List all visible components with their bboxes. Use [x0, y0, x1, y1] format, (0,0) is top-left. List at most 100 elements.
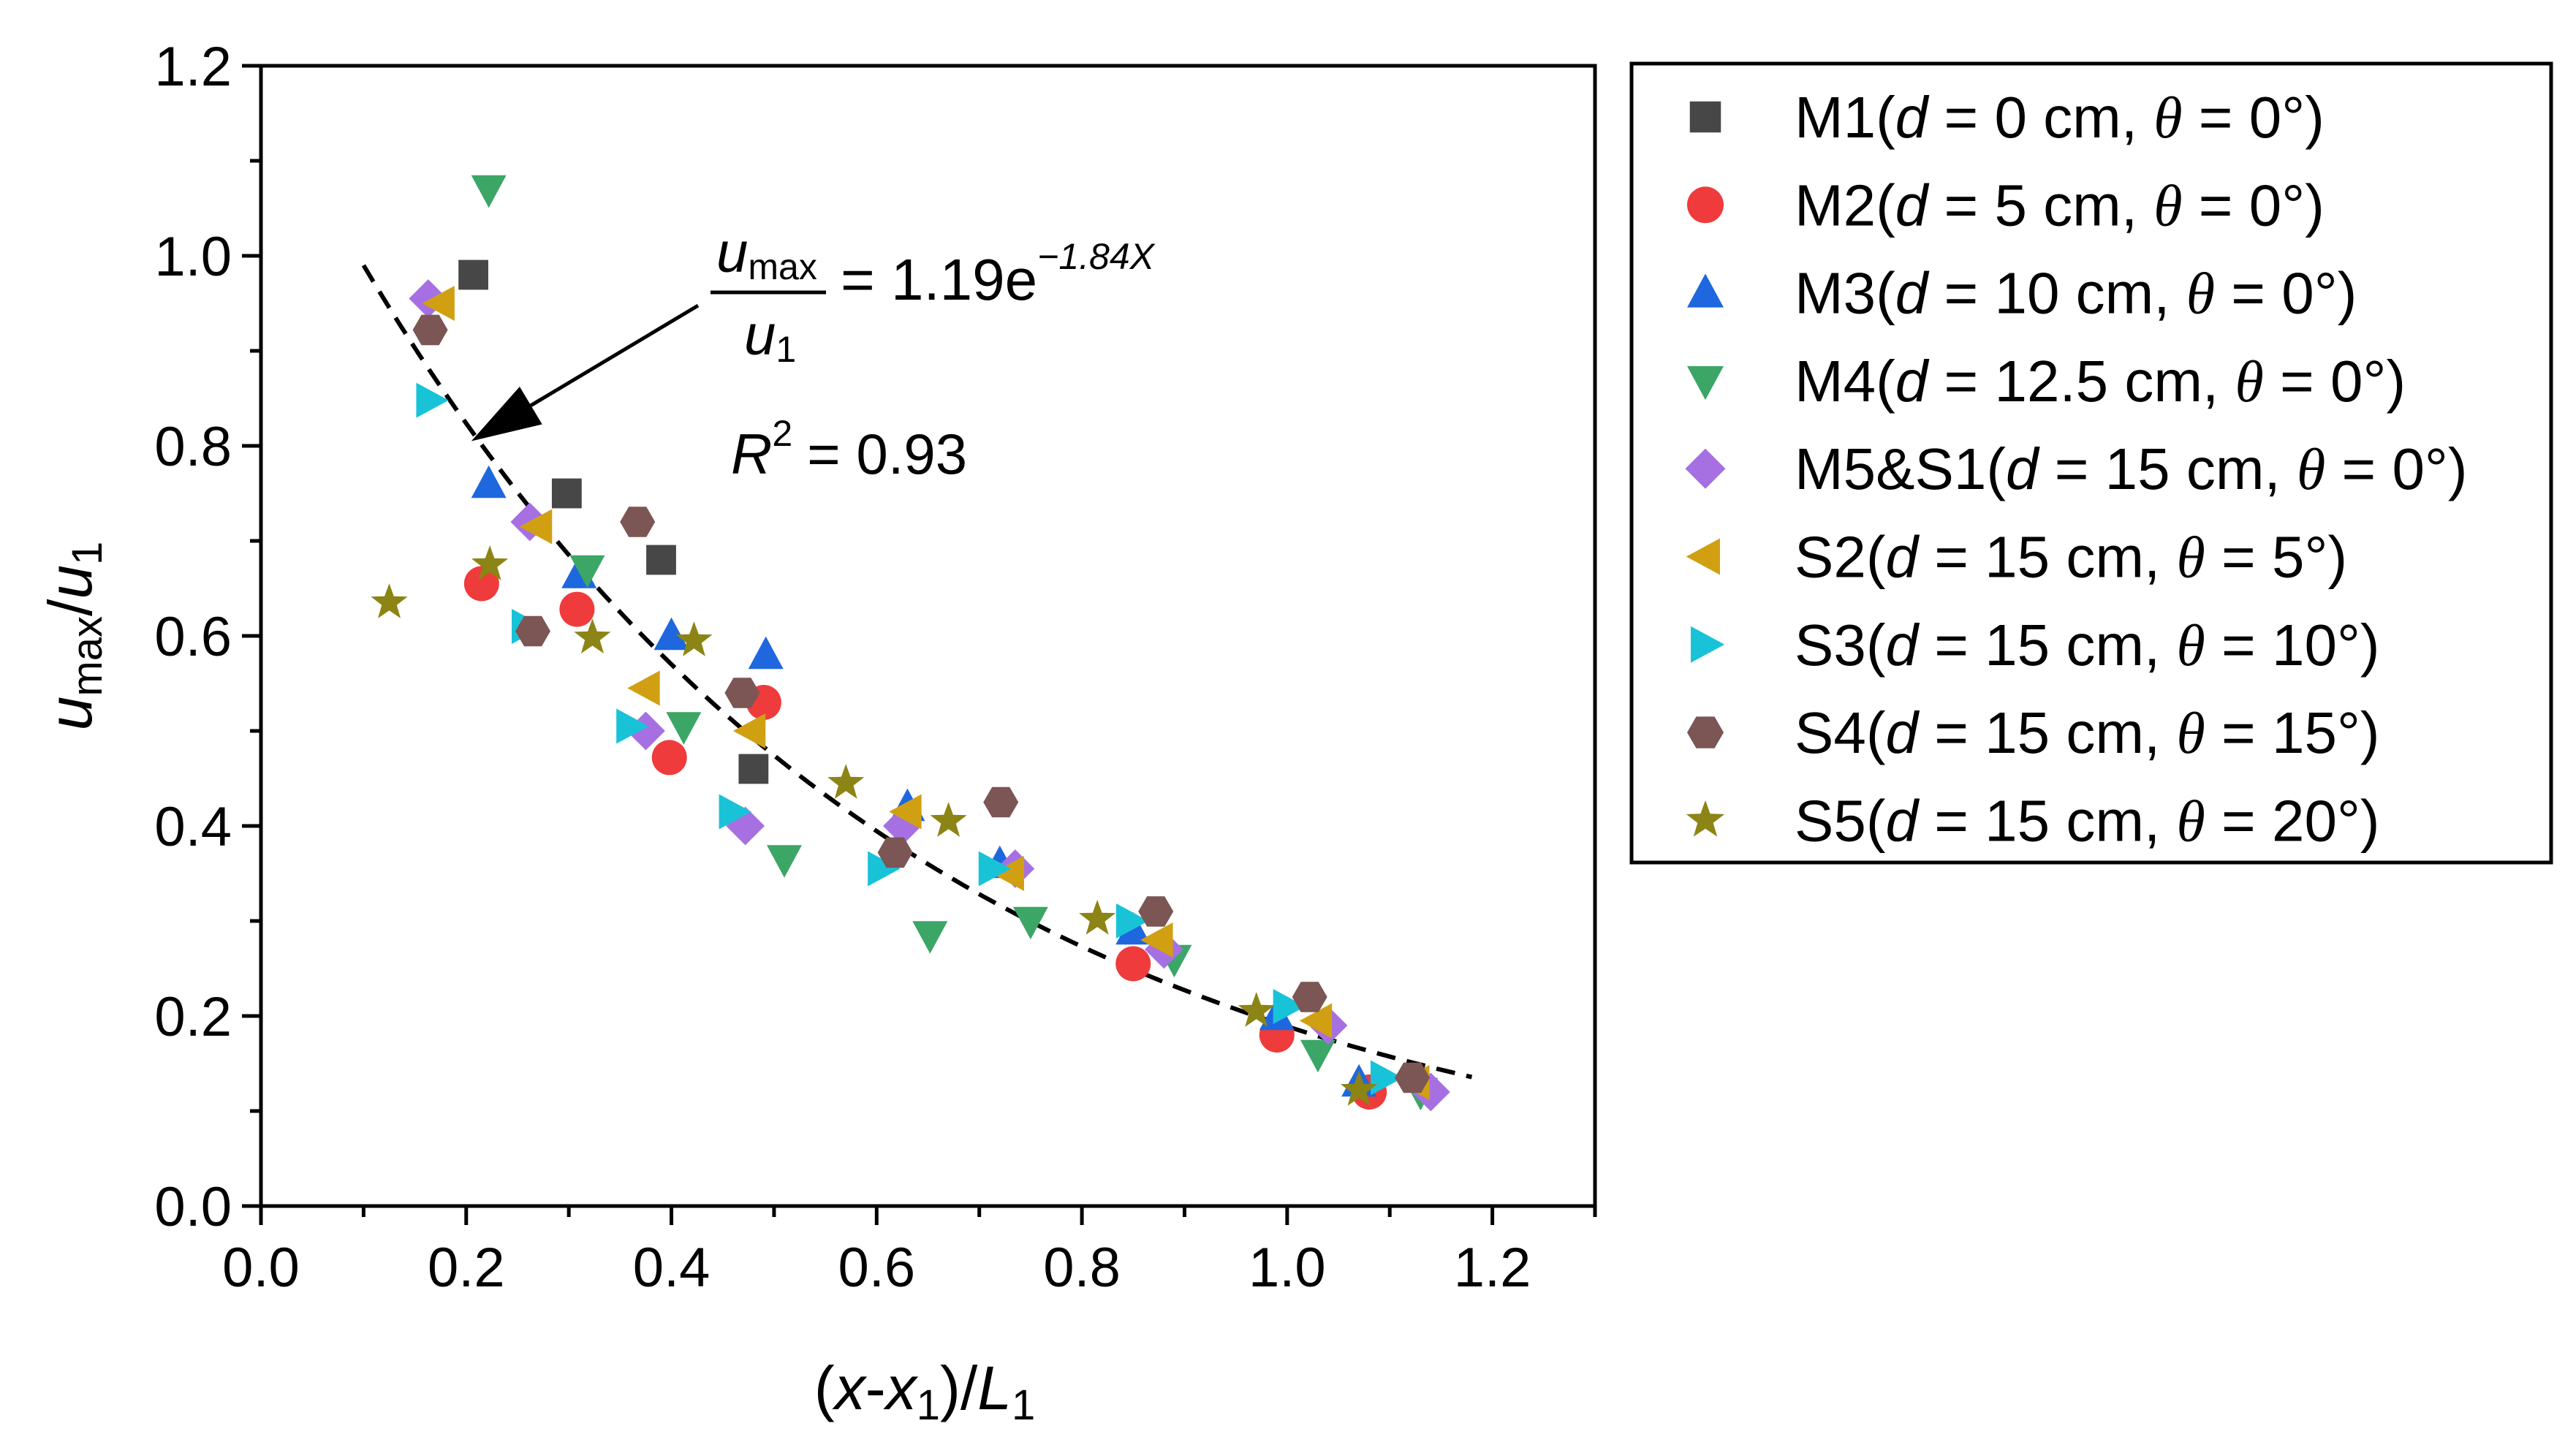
- r-squared: R2 = 0.93: [731, 413, 967, 486]
- legend-label: S5(d = 15 cm, θ = 20°): [1795, 788, 2380, 854]
- plot-area: [259, 64, 1597, 1208]
- data-point: [1012, 906, 1048, 940]
- data-point: [1273, 989, 1306, 1024]
- data-point: [1371, 1060, 1403, 1096]
- data-point: [1238, 992, 1275, 1027]
- legend-marker: [1686, 538, 1720, 575]
- data-point: [724, 678, 760, 708]
- data-point: [827, 764, 865, 799]
- fit-denominator: u1: [744, 303, 796, 370]
- legend-marker: [1686, 800, 1725, 837]
- data-point: [616, 708, 649, 744]
- y-tick-label: 1.2: [154, 36, 232, 98]
- data-point: [675, 621, 713, 656]
- legend-label: M5&S1(d = 15 cm, θ = 0°): [1795, 436, 2468, 502]
- data-point: [651, 740, 687, 776]
- data-point: [1140, 922, 1173, 958]
- data-point: [620, 507, 656, 537]
- data-point: [748, 636, 784, 670]
- annotation-arrow-line: [530, 303, 700, 407]
- data-point: [422, 286, 455, 321]
- data-point: [666, 712, 702, 745]
- y-tick-label: 0.8: [154, 416, 232, 478]
- x-tick-label: 1.2: [1454, 1237, 1531, 1299]
- x-tick-label: 0.8: [1043, 1237, 1121, 1299]
- data-point: [551, 478, 582, 509]
- data-point: [1115, 903, 1149, 939]
- data-point: [978, 851, 1012, 887]
- y-tick-label: 0.4: [154, 796, 232, 858]
- data-point: [371, 583, 408, 618]
- fit-equation-annotation: umax u1 = 1.19e−1.84X R2 = 0.93: [471, 220, 1156, 486]
- data-point: [627, 670, 660, 706]
- data-point: [719, 794, 751, 830]
- data-point: [1115, 946, 1151, 982]
- legend-marker: [1687, 716, 1724, 748]
- x-tick-label: 0.4: [633, 1237, 711, 1299]
- data-point: [1341, 1071, 1378, 1106]
- data-point: [463, 566, 499, 602]
- legend-marker: [1685, 448, 1726, 489]
- legend: M1(d = 0 cm, θ = 0°) M2(d = 5 cm, θ = 0°)…: [1685, 85, 2468, 854]
- data-point: [471, 175, 507, 208]
- y-axis-title: umax/u1: [36, 542, 111, 731]
- legend-label: S2(d = 15 cm, θ = 5°): [1795, 525, 2347, 591]
- data-point: [766, 845, 802, 878]
- legend-box: [1629, 61, 2553, 865]
- data-point: [877, 837, 913, 868]
- legend-marker: [1687, 186, 1724, 224]
- data-point: [991, 856, 1025, 891]
- data-point: [1292, 982, 1327, 1012]
- data-point: [519, 509, 553, 545]
- x-tick-label: 0.2: [428, 1237, 505, 1299]
- data-point: [732, 713, 766, 748]
- legend-marker: [1691, 626, 1725, 663]
- x-tick-label: 1.0: [1249, 1237, 1326, 1299]
- data-point: [738, 754, 769, 784]
- legend-label: M1(d = 0 cm, θ = 0°): [1795, 85, 2325, 151]
- data-point: [574, 618, 611, 653]
- data-points: [371, 175, 1450, 1112]
- data-point: [912, 921, 948, 954]
- y-tick-label: 0.0: [154, 1176, 232, 1238]
- legend-marker: [1689, 101, 1721, 133]
- annotation-arrow-head: [471, 387, 542, 441]
- data-point: [889, 794, 922, 830]
- y-tick-label: 0.2: [154, 986, 232, 1048]
- data-point: [868, 851, 901, 887]
- data-point: [1300, 1039, 1335, 1073]
- data-point: [515, 615, 550, 647]
- legend-label: M4(d = 12.5 cm, θ = 0°): [1795, 349, 2406, 414]
- legend-marker: [1687, 365, 1724, 401]
- legend-label: M2(d = 5 cm, θ = 0°): [1795, 172, 2325, 238]
- data-point: [1138, 896, 1174, 927]
- tick-labels: 0.0 0.2 0.4 0.6 0.8 1.0 1.2 0.0 0.2 0.4 0.6 0.8 1.0 1…: [154, 36, 1531, 1299]
- data-point: [983, 786, 1019, 818]
- legend-marker: [1687, 273, 1724, 308]
- data-point: [471, 545, 509, 580]
- fit-equation: = 1.19e−1.84X: [841, 236, 1156, 312]
- legend-label: S4(d = 15 cm, θ = 15°): [1795, 700, 2380, 766]
- legend-label: M3(d = 10 cm, θ = 0°): [1795, 261, 2357, 327]
- y-tick-label: 0.6: [154, 606, 232, 668]
- data-point: [559, 591, 595, 627]
- x-axis-title: (x-x1)/L1: [814, 1354, 1036, 1429]
- data-point: [409, 279, 448, 318]
- x-tick-label: 0.6: [838, 1237, 915, 1299]
- data-point: [471, 465, 507, 498]
- data-point: [1395, 1062, 1431, 1093]
- data-point: [653, 617, 689, 651]
- data-point: [646, 545, 676, 575]
- x-tick-label: 0.0: [222, 1237, 300, 1299]
- data-point: [412, 314, 448, 346]
- data-point: [1079, 900, 1116, 935]
- data-point: [458, 259, 488, 290]
- data-point: [930, 802, 967, 837]
- legend-label: S3(d = 15 cm, θ = 10°): [1795, 613, 2380, 678]
- y-tick-label: 1.0: [154, 226, 232, 288]
- data-point: [416, 382, 449, 418]
- data-point: [569, 555, 605, 588]
- data-point: [1299, 1003, 1333, 1039]
- fit-numerator: umax: [716, 220, 817, 287]
